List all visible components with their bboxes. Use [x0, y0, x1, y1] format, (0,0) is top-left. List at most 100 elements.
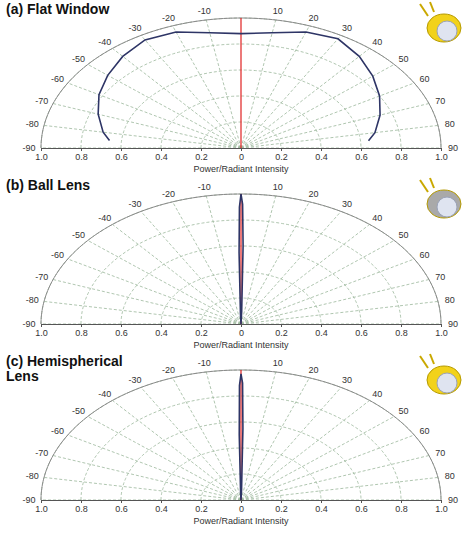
tick: 0.6 [115, 324, 128, 338]
angle-tick-label: 10 [273, 6, 283, 16]
axis-title: Power/Radiant Intensity [193, 340, 289, 350]
tick-mark [81, 148, 82, 151]
angle-tick-label: -20 [162, 13, 175, 23]
grid-spoke [112, 224, 241, 324]
angle-tick-label: -60 [51, 74, 64, 84]
led-leg [430, 354, 434, 364]
grid-arc [41, 18, 441, 148]
radial-axis-left: 0.20.40.60.81.0 [35, 500, 241, 514]
tick-mark [241, 324, 242, 327]
angle-tick-label: -40 [98, 213, 111, 223]
tick: 0.4 [155, 324, 168, 338]
led-lens [437, 373, 457, 393]
angle-tick-label: -50 [72, 406, 85, 416]
tick: 1.0 [35, 148, 48, 162]
angle-tick-label: 40 [372, 213, 382, 223]
grid-spoke [173, 202, 241, 324]
led-icon [420, 354, 461, 394]
pattern-line [239, 374, 243, 500]
rim [41, 370, 441, 500]
tick: 0 [239, 148, 244, 162]
radial-axis-right: 00.20.40.60.81.0 [239, 500, 448, 514]
grid-spoke [241, 125, 438, 148]
radial-axis-right: 00.20.40.60.81.0 [239, 324, 448, 338]
angle-tick-label: -40 [98, 389, 111, 399]
tick-label: 0.4 [155, 328, 168, 338]
tick-label: 0.6 [355, 504, 368, 514]
tick-mark [281, 324, 282, 327]
grid-spoke [141, 387, 241, 500]
tick-mark [401, 324, 402, 327]
axis-line [42, 500, 242, 501]
angle-tick-label: 50 [398, 54, 408, 64]
angle-tick-label: -20 [162, 365, 175, 375]
grid-spoke [241, 416, 394, 500]
grid-spoke [241, 211, 341, 324]
grid-spoke [112, 48, 241, 148]
tick-label: 0.8 [75, 152, 88, 162]
angle-tick-label: 50 [398, 406, 408, 416]
angle-tick-label: -50 [72, 54, 85, 64]
tick-label: 0.2 [275, 328, 288, 338]
tick: 0 [239, 324, 244, 338]
angle-tick-label: 80 [445, 295, 455, 305]
grid-arc [41, 370, 441, 500]
tick: 0.2 [275, 500, 288, 514]
tick: 0.4 [315, 148, 328, 162]
grid-spoke [241, 280, 429, 324]
axis-line [242, 148, 442, 149]
tick-mark [201, 324, 202, 327]
angle-tick-label: 10 [273, 358, 283, 368]
tick-label: 0.8 [395, 152, 408, 162]
tick-label: 0 [239, 152, 244, 162]
angle-tick-label: -80 [26, 119, 39, 129]
tick-mark [441, 500, 442, 503]
tick-label: 0.6 [355, 152, 368, 162]
tick-label: 1.0 [435, 328, 448, 338]
axis-title: Power/Radiant Intensity [193, 164, 289, 174]
tick: 0.2 [195, 148, 208, 162]
angle-tick-label: -10 [198, 182, 211, 192]
angle-tick-label: -70 [35, 272, 48, 282]
tick-mark [121, 324, 122, 327]
tick-label: 0.2 [195, 152, 208, 162]
tick-label: 0.6 [115, 152, 128, 162]
rim [41, 18, 441, 148]
grid-spoke [206, 20, 241, 148]
tick-mark [281, 148, 282, 151]
angle-tick-label: -70 [35, 96, 48, 106]
angle-tick-label: -30 [128, 23, 141, 33]
tick-mark [241, 500, 242, 503]
axis-line [242, 500, 442, 501]
grid-spoke [241, 301, 438, 324]
tick: 1.0 [435, 148, 448, 162]
panel: -90-80-70-60-50-40-30-20-101020304050607… [6, 353, 461, 526]
led-icon [420, 178, 461, 218]
reference-line [240, 18, 241, 148]
tick-mark [401, 148, 402, 151]
angle-tick-label: -90 [22, 143, 35, 153]
pattern-line [98, 32, 380, 141]
angle-tick-label: -80 [26, 295, 39, 305]
tick-mark [121, 500, 122, 503]
angle-tick-label: -90 [22, 319, 35, 329]
led-leg [420, 4, 428, 16]
led-leg [430, 2, 434, 12]
grid-spoke [141, 35, 241, 148]
plot-area [239, 194, 243, 324]
panel-title: (c) HemisphericalLens [6, 353, 123, 384]
tick-mark [241, 148, 242, 151]
grid-spoke [206, 372, 241, 500]
angle-tick-label: 30 [342, 375, 352, 385]
panel: -90-80-70-60-50-40-30-20-101020304050607… [6, 177, 461, 350]
grid-spoke [173, 26, 241, 148]
led-leg [420, 180, 428, 192]
angle-tick-label: -60 [51, 250, 64, 260]
angle-tick-label: 20 [309, 189, 319, 199]
angle-tick-label: 60 [420, 74, 430, 84]
axis-title: Power/Radiant Intensity [193, 516, 289, 526]
grid-spoke [41, 148, 241, 149]
grid-spoke [68, 83, 241, 148]
tick: 0.6 [115, 500, 128, 514]
axis-line [42, 324, 242, 325]
